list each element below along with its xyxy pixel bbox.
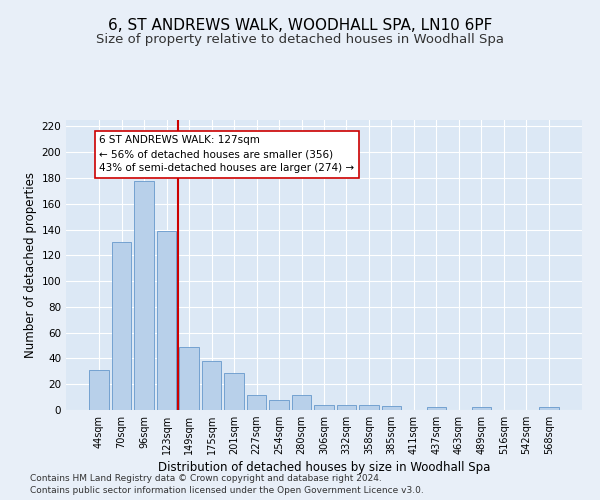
Text: Contains HM Land Registry data © Crown copyright and database right 2024.
Contai: Contains HM Land Registry data © Crown c…: [30, 474, 424, 495]
X-axis label: Distribution of detached houses by size in Woodhall Spa: Distribution of detached houses by size …: [158, 462, 490, 474]
Bar: [382, 406, 401, 410]
Bar: [112, 242, 131, 410]
Bar: [247, 394, 266, 410]
Bar: [134, 180, 154, 410]
Bar: [269, 400, 289, 410]
Bar: [202, 361, 221, 410]
Bar: [337, 405, 356, 410]
Bar: [89, 370, 109, 410]
Bar: [179, 347, 199, 410]
Text: 6, ST ANDREWS WALK, WOODHALL SPA, LN10 6PF: 6, ST ANDREWS WALK, WOODHALL SPA, LN10 6…: [108, 18, 492, 32]
Bar: [472, 408, 491, 410]
Text: Size of property relative to detached houses in Woodhall Spa: Size of property relative to detached ho…: [96, 32, 504, 46]
Bar: [539, 408, 559, 410]
Bar: [157, 231, 176, 410]
Y-axis label: Number of detached properties: Number of detached properties: [24, 172, 37, 358]
Text: 6 ST ANDREWS WALK: 127sqm
← 56% of detached houses are smaller (356)
43% of semi: 6 ST ANDREWS WALK: 127sqm ← 56% of detac…: [99, 136, 355, 173]
Bar: [292, 394, 311, 410]
Bar: [359, 405, 379, 410]
Bar: [314, 405, 334, 410]
Bar: [427, 408, 446, 410]
Bar: [224, 372, 244, 410]
